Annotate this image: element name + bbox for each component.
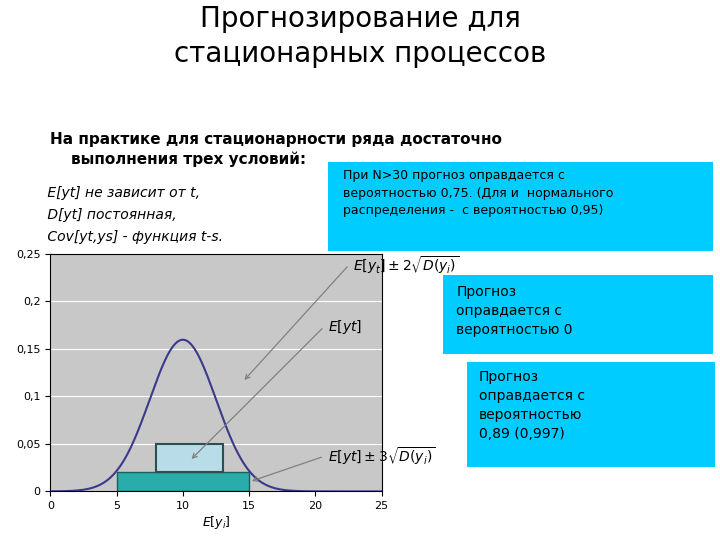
Text: E[yt] не зависит от t,
 D[yt] постоянная,
 Cov[yt,ys] - функция t-s.: E[yt] не зависит от t, D[yt] постоянная,… [43,186,223,244]
X-axis label: $E[y_i]$: $E[y_i]$ [202,514,230,531]
Text: Прогнозирование для
стационарных процессов: Прогнозирование для стационарных процесс… [174,5,546,68]
Text: На практике для стационарности ряда достаточно
    выполнения трех условий:: На практике для стационарности ряда дост… [50,132,503,167]
Text: При N>30 прогноз оправдается с
вероятностью 0,75. (Для и  нормального
распределе: При N>30 прогноз оправдается с вероятнос… [343,169,613,217]
Text: Прогноз
оправдается с
вероятностью 0: Прогноз оправдается с вероятностью 0 [456,285,573,337]
Text: $E[yt]\pm3\sqrt{D(y_i)}$: $E[yt]\pm3\sqrt{D(y_i)}$ [328,446,435,467]
Text: $E[yt]$: $E[yt]$ [328,318,361,336]
Text: $E[y_t]\pm2\sqrt{D(y_i)}$: $E[y_t]\pm2\sqrt{D(y_i)}$ [353,254,459,275]
Bar [156,444,222,472]
Bar [117,472,249,491]
Text: Прогноз
оправдается с
вероятностью
0,89 (0,997): Прогноз оправдается с вероятностью 0,89 … [479,370,585,441]
